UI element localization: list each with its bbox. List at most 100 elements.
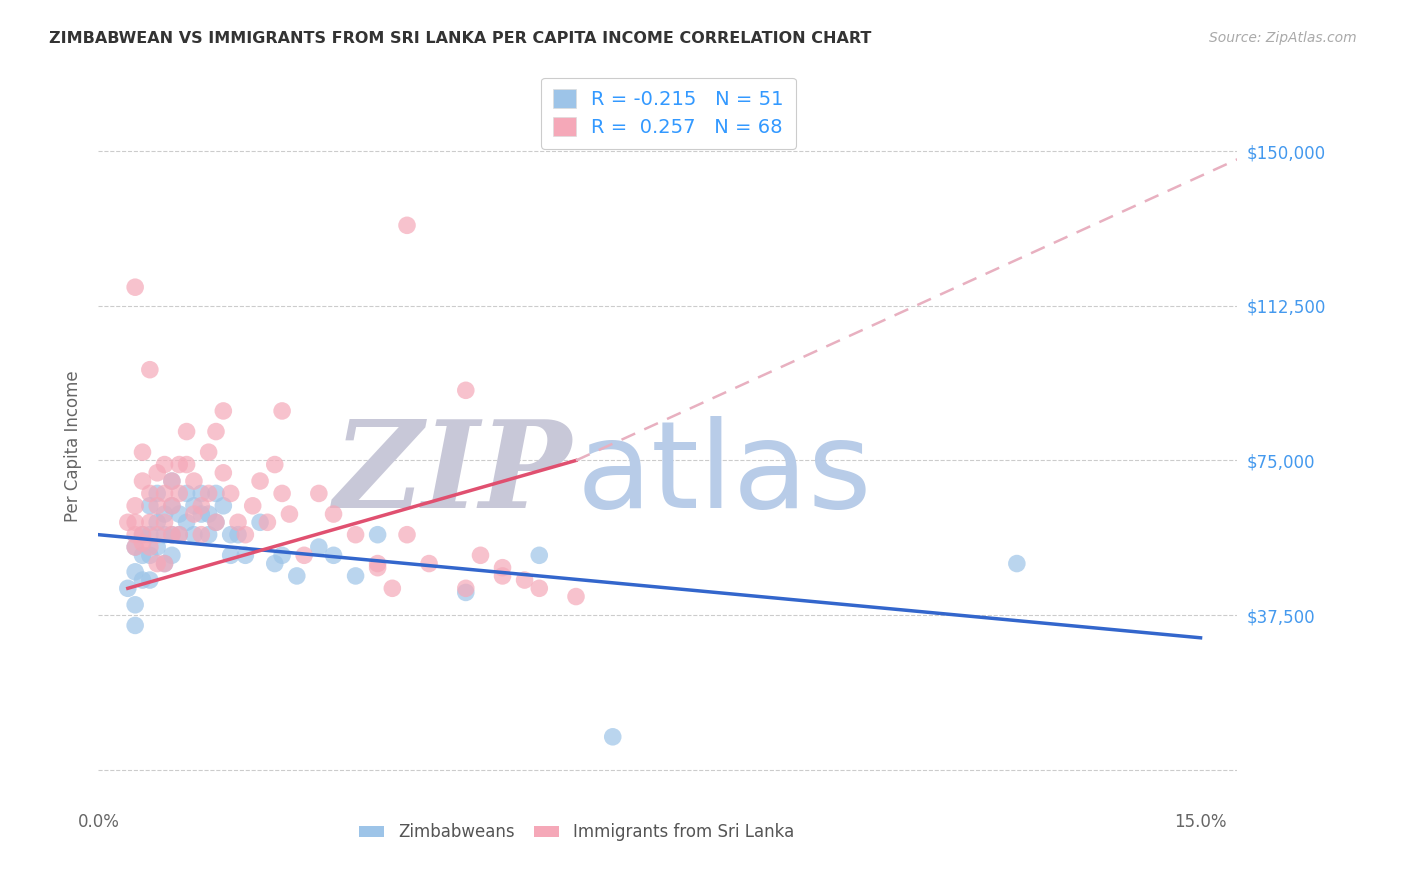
Point <box>242 499 264 513</box>
Point <box>235 527 257 541</box>
Point <box>139 573 162 587</box>
Point <box>271 404 294 418</box>
Point <box>160 474 183 488</box>
Point <box>219 486 242 500</box>
Point <box>322 507 344 521</box>
Point <box>212 404 235 418</box>
Point <box>160 499 183 513</box>
Point <box>197 445 219 459</box>
Point <box>271 486 294 500</box>
Point <box>124 499 146 513</box>
Point <box>167 458 190 472</box>
Point <box>278 507 301 521</box>
Point <box>183 499 205 513</box>
Point <box>131 536 153 550</box>
Point <box>367 560 389 574</box>
Point <box>183 474 205 488</box>
Point <box>176 425 198 439</box>
Point <box>160 527 183 541</box>
Point <box>344 569 367 583</box>
Point <box>124 598 146 612</box>
Point <box>529 549 551 563</box>
Point <box>124 516 146 530</box>
Point <box>470 549 492 563</box>
Point <box>491 560 513 574</box>
Point <box>124 540 146 554</box>
Point <box>271 549 294 563</box>
Point <box>249 516 271 530</box>
Point <box>124 540 146 554</box>
Point <box>226 527 249 541</box>
Point <box>513 573 536 587</box>
Point <box>153 458 176 472</box>
Point <box>190 486 212 500</box>
Point <box>139 549 162 563</box>
Point <box>454 384 477 398</box>
Point <box>1005 557 1028 571</box>
Point <box>212 499 235 513</box>
Point <box>381 582 404 596</box>
Point <box>153 527 176 541</box>
Point <box>124 565 146 579</box>
Point <box>491 569 513 583</box>
Point <box>139 516 162 530</box>
Point <box>139 540 162 554</box>
Point <box>205 516 228 530</box>
Point <box>146 540 169 554</box>
Point <box>124 618 146 632</box>
Point <box>160 499 183 513</box>
Point <box>167 527 190 541</box>
Point <box>308 540 330 554</box>
Point <box>153 507 176 521</box>
Point <box>212 466 235 480</box>
Point <box>219 549 242 563</box>
Point <box>205 516 228 530</box>
Point <box>176 458 198 472</box>
Point <box>205 425 228 439</box>
Point <box>256 516 278 530</box>
Point <box>146 466 169 480</box>
Point <box>131 445 153 459</box>
Point <box>395 527 418 541</box>
Point <box>292 549 315 563</box>
Point <box>139 362 162 376</box>
Point <box>131 573 153 587</box>
Text: ZIMBABWEAN VS IMMIGRANTS FROM SRI LANKA PER CAPITA INCOME CORRELATION CHART: ZIMBABWEAN VS IMMIGRANTS FROM SRI LANKA … <box>49 31 872 46</box>
Point <box>219 527 242 541</box>
Point <box>176 516 198 530</box>
Point <box>131 527 153 541</box>
Point <box>418 557 440 571</box>
Point <box>308 486 330 500</box>
Point <box>190 507 212 521</box>
Point <box>344 527 367 541</box>
Point <box>529 582 551 596</box>
Point <box>124 527 146 541</box>
Point <box>160 549 183 563</box>
Point <box>117 582 139 596</box>
Point <box>146 486 169 500</box>
Legend: Zimbabweans, Immigrants from Sri Lanka: Zimbabweans, Immigrants from Sri Lanka <box>353 817 800 848</box>
Point <box>124 280 146 294</box>
Point <box>153 516 176 530</box>
Point <box>139 486 162 500</box>
Point <box>602 730 624 744</box>
Point <box>176 486 198 500</box>
Point <box>197 507 219 521</box>
Point <box>146 527 169 541</box>
Point <box>117 516 139 530</box>
Point <box>153 557 176 571</box>
Point <box>153 486 176 500</box>
Text: ZIP: ZIP <box>333 416 571 533</box>
Point <box>160 474 183 488</box>
Point <box>367 557 389 571</box>
Point <box>395 219 418 233</box>
Point <box>183 507 205 521</box>
Point <box>139 527 162 541</box>
Point <box>285 569 308 583</box>
Point <box>183 527 205 541</box>
Point <box>153 557 176 571</box>
Point <box>205 486 228 500</box>
Point <box>565 590 588 604</box>
Point <box>235 549 257 563</box>
Point <box>197 486 219 500</box>
